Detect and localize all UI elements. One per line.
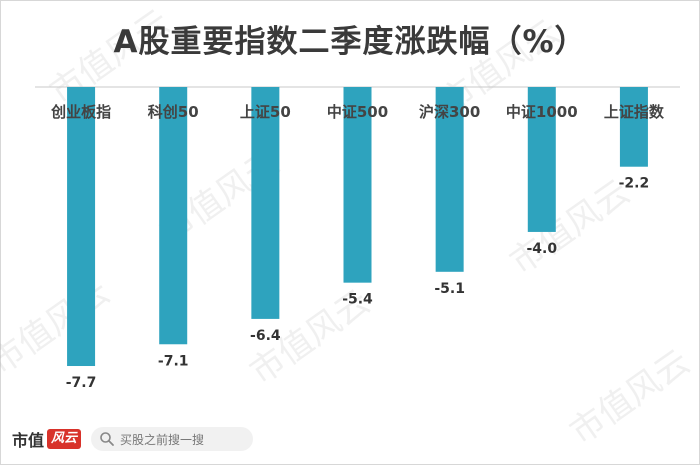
bar xyxy=(251,87,280,319)
category-label: 科创50 xyxy=(148,103,199,121)
category-label: 上证指数 xyxy=(604,103,665,121)
bar xyxy=(159,87,188,345)
bar xyxy=(619,87,648,167)
search-icon xyxy=(100,432,114,446)
value-label: -6.4 xyxy=(250,328,281,344)
category-label: 沪深300 xyxy=(419,103,480,121)
value-label: -5.1 xyxy=(434,281,465,297)
search-box[interactable]: 买股之前搜一搜 xyxy=(91,427,254,451)
category-label: 中证500 xyxy=(327,103,388,121)
bar xyxy=(527,87,556,232)
value-label: -5.4 xyxy=(342,292,373,308)
search-placeholder: 买股之前搜一搜 xyxy=(120,432,205,447)
value-label: -7.7 xyxy=(66,375,97,391)
category-label: 上证50 xyxy=(240,103,291,121)
value-label: -7.1 xyxy=(158,353,189,369)
brand-logo: 风云 xyxy=(47,429,82,449)
bar xyxy=(435,87,464,272)
bar xyxy=(343,87,372,283)
chart-title: A股重要指数二季度涨跌幅（%） xyxy=(113,24,587,60)
footer-bar: 市值 风云 买股之前搜一搜 xyxy=(12,426,254,452)
bar xyxy=(67,87,96,367)
category-label: 中证1000 xyxy=(506,103,578,121)
value-label: -2.2 xyxy=(619,176,650,192)
value-label: -4.0 xyxy=(526,241,557,257)
brand-name: 市值 xyxy=(12,431,45,450)
category-label: 创业板指 xyxy=(50,103,111,121)
